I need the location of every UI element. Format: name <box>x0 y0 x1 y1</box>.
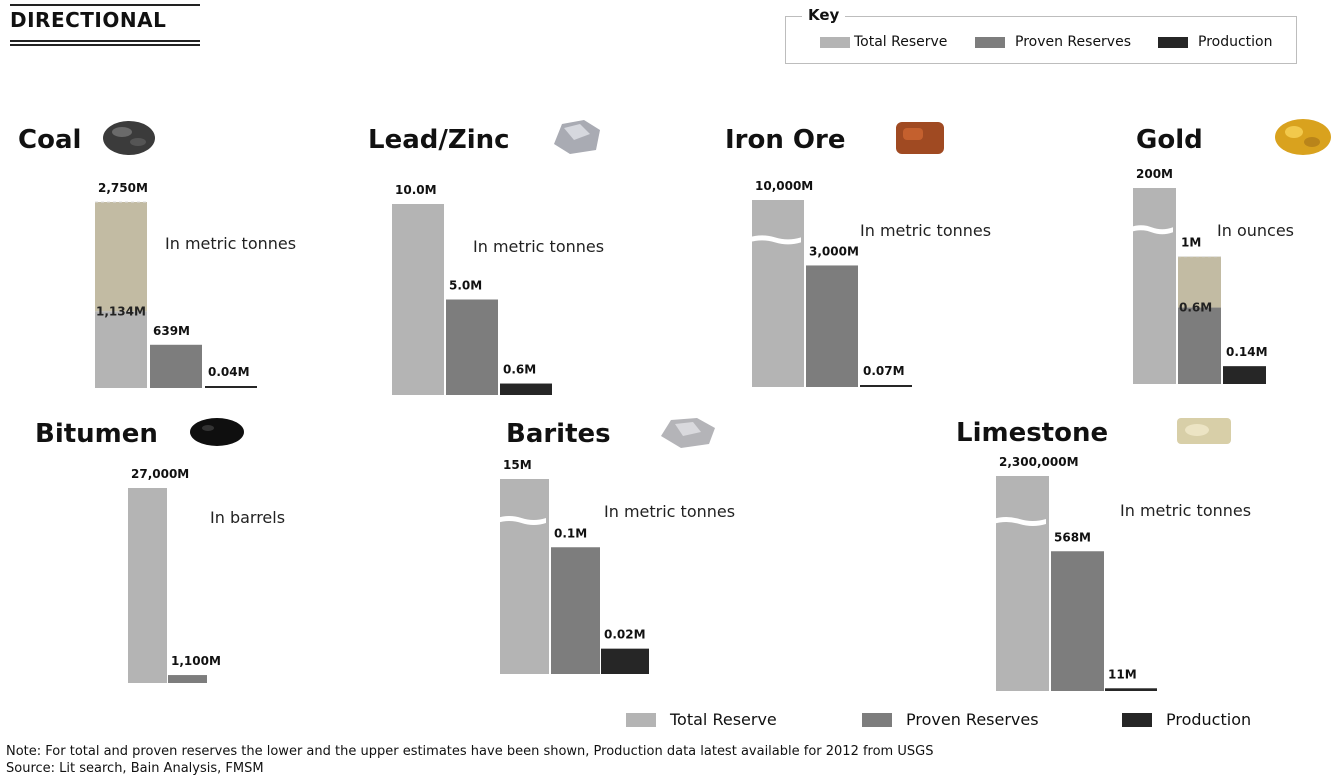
lead-zinc-ore-icon <box>554 120 600 154</box>
chart-gold-bar-upper-band-1 <box>1178 256 1221 308</box>
legend-item-production: Production <box>1122 710 1251 729</box>
chart-coal-bar-upper-band-0 <box>95 202 147 312</box>
chart-gold-axis-break-0 <box>1130 225 1173 235</box>
bitumen-icon <box>190 418 244 446</box>
key-swatch-proven <box>975 36 1005 48</box>
chart-coal-lower-label-0: 1,134M <box>96 304 146 318</box>
chart-gold-data-label-0: 200M <box>1136 167 1173 181</box>
chart-lead-zinc-bar-0 <box>392 204 444 395</box>
chart-coal-bar-1 <box>150 344 202 388</box>
chart-iron-ore-data-label-0: 10,000M <box>755 179 813 193</box>
chart-bitumen-bar-1 <box>168 675 207 683</box>
chart-limestone-axis-break-0 <box>993 517 1046 526</box>
chart-barites-data-label-1: 0.1M <box>554 526 587 540</box>
key-swatch-production <box>1158 36 1188 48</box>
chart-bitumen-unit-note: In barrels <box>210 508 285 527</box>
key-box <box>785 16 1297 64</box>
chart-barites-data-label-2: 0.02M <box>604 628 646 642</box>
chart-limestone-unit-note: In metric tonnes <box>1120 501 1251 520</box>
chart-barites-axis-break-0 <box>497 516 546 525</box>
chart-barites-bar-2 <box>601 648 649 674</box>
page-title: DIRECTIONAL <box>10 8 167 32</box>
title-rule-top <box>10 4 200 6</box>
chart-coal-data-label-2: 0.04M <box>208 365 250 379</box>
chart-iron-ore-unit-note: In metric tonnes <box>860 221 991 240</box>
chart-coal-title: Coal <box>18 125 81 155</box>
chart-iron-ore-bar-0 <box>752 200 804 387</box>
legend-swatch-production <box>1122 712 1152 727</box>
chart-iron-ore-bar-1 <box>806 265 858 387</box>
footer-note: Note: For total and proven reserves the … <box>6 744 934 759</box>
legend-label-production: Production <box>1166 710 1252 729</box>
chart-coal-bar-2 <box>205 386 257 388</box>
chart-bitumen-title: Bitumen <box>35 419 158 449</box>
legend-item-total: Total Reserve <box>626 710 777 729</box>
footer-source: Source: Lit search, Bain Analysis, FMSM <box>6 761 264 776</box>
chart-lead-zinc-data-label-2: 0.6M <box>503 363 536 377</box>
chart-iron-ore-axis-break-0 <box>749 235 801 245</box>
chart-gold-lower-label-1: 0.6M <box>1179 301 1212 315</box>
chart-gold-bar-0 <box>1133 188 1176 384</box>
chart-lead-zinc-title: Lead/Zinc <box>368 125 510 155</box>
chart-lead-zinc-data-label-1: 5.0M <box>449 279 482 293</box>
key-title: Key <box>802 6 846 24</box>
footer-notes: Note: For total and proven reserves the … <box>6 743 933 777</box>
legend-label-total: Total Reserve <box>670 710 777 729</box>
chart-lead-zinc-data-label-0: 10.0M <box>395 183 437 197</box>
chart-lead-zinc-bar-2 <box>500 383 552 395</box>
coal-lump-icon <box>103 121 155 155</box>
chart-iron-ore-title: Iron Ore <box>725 125 845 155</box>
chart-coal-data-label-1: 639M <box>153 324 190 338</box>
chart-iron-ore-data-label-2: 0.07M <box>863 364 905 378</box>
limestone-rock-icon <box>1177 418 1231 444</box>
key-item-production: Production <box>1158 34 1272 50</box>
iron-ore-icon <box>896 122 944 154</box>
chart-bitumen-data-label-0: 27,000M <box>131 467 189 481</box>
chart-barites-bar-1 <box>551 547 600 674</box>
chart-coal-bar-0 <box>95 311 147 388</box>
legend-swatch-proven <box>862 712 892 727</box>
chart-barites-data-label-0: 15M <box>503 458 532 472</box>
title-rule-bottom <box>10 40 200 42</box>
chart-limestone-data-label-2: 11M <box>1108 667 1137 681</box>
chart-gold-bar-1 <box>1178 307 1221 384</box>
chart-coal-data-label-0: 2,750M <box>98 181 148 195</box>
key-item-proven: Proven Reserves <box>975 34 1131 50</box>
chart-lead-zinc-bar-1 <box>446 299 498 395</box>
chart-limestone-bar-0 <box>996 476 1049 691</box>
key-swatch-total <box>820 36 850 48</box>
chart-gold-unit-note: In ounces <box>1217 221 1294 240</box>
chart-iron-ore-bar-2 <box>860 385 912 387</box>
chart-limestone-data-label-0: 2,300,000M <box>999 455 1079 469</box>
barite-rock-icon <box>661 418 715 448</box>
chart-gold-title: Gold <box>1136 125 1203 155</box>
chart-bitumen-bar-0 <box>128 488 167 683</box>
key-label-proven: Proven Reserves <box>1015 34 1131 50</box>
chart-bitumen-data-label-1: 1,100M <box>171 654 221 668</box>
key-label-total: Total Reserve <box>854 34 948 50</box>
key-label-production: Production <box>1198 34 1273 50</box>
chart-barites-bar-0 <box>500 479 549 674</box>
chart-gold-data-label-1: 1M <box>1181 236 1201 250</box>
chart-limestone-bar-1 <box>1051 551 1104 691</box>
gold-nugget-icon <box>1275 119 1331 155</box>
legend-item-proven: Proven Reserves <box>862 710 1039 729</box>
chart-limestone-data-label-1: 568M <box>1054 530 1091 544</box>
legend-label-proven: Proven Reserves <box>906 710 1039 729</box>
chart-gold-bar-2 <box>1223 366 1266 384</box>
chart-lead-zinc-unit-note: In metric tonnes <box>473 237 604 256</box>
chart-coal-unit-note: In metric tonnes <box>165 234 296 253</box>
chart-barites-title: Barites <box>506 419 611 449</box>
key-item-total: Total Reserve <box>820 34 947 50</box>
legend-swatch-total <box>626 712 656 727</box>
chart-limestone-bar-2 <box>1105 688 1157 691</box>
chart-gold-data-label-2: 0.14M <box>1226 345 1268 359</box>
chart-iron-ore-data-label-1: 3,000M <box>809 244 859 258</box>
chart-barites-unit-note: In metric tonnes <box>604 502 735 521</box>
chart-limestone-title: Limestone <box>956 418 1108 448</box>
title-rule-bottom-double <box>10 44 200 46</box>
